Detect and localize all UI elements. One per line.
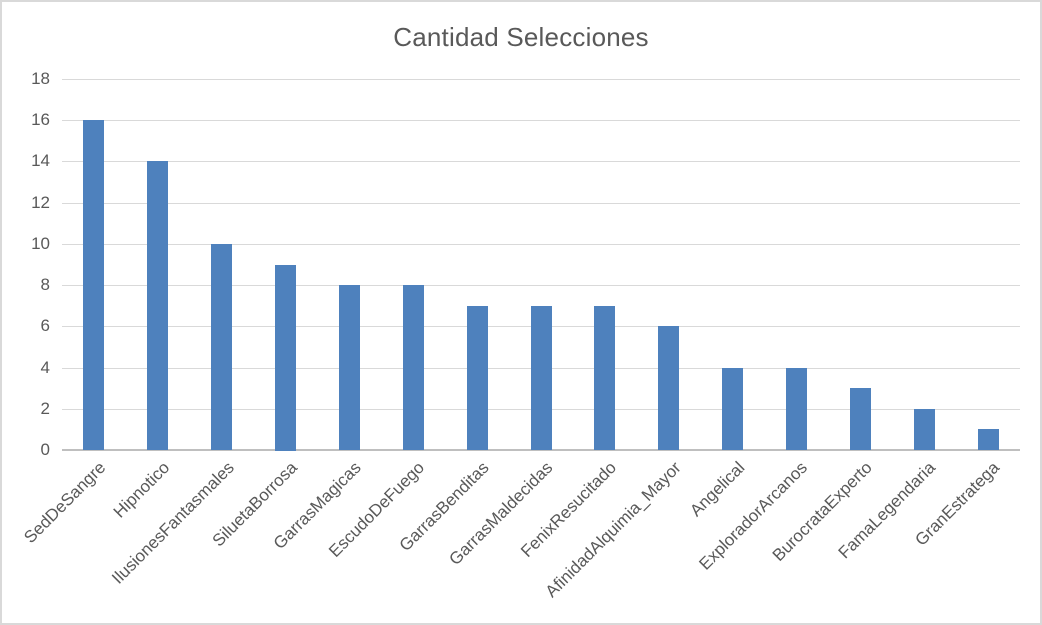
x-axis-label: Hipnotico: [109, 458, 174, 522]
bar: [658, 326, 679, 450]
bar: [594, 306, 615, 450]
x-axis-label: IlusionesFantasmales: [107, 458, 238, 588]
bar: [275, 265, 296, 451]
y-axis-label: 18: [31, 69, 50, 88]
bar: [403, 285, 424, 450]
bar: [978, 429, 999, 450]
y-axis-label: 0: [40, 440, 50, 459]
bar: [83, 120, 104, 450]
y-axis-label: 10: [31, 234, 50, 253]
bar: [211, 244, 232, 450]
y-axis-label: 16: [31, 110, 50, 129]
y-axis-label: 14: [31, 151, 50, 170]
chart-title: Cantidad Selecciones: [393, 22, 649, 52]
bar: [722, 368, 743, 450]
gridline: [62, 79, 1020, 80]
x-axis-label: SedDeSangre: [20, 458, 110, 547]
y-axis-label: 6: [40, 316, 50, 335]
y-axis-label: 8: [40, 275, 50, 294]
gridline: [62, 285, 1020, 286]
gridline: [62, 161, 1020, 162]
x-axis-line: [62, 449, 1020, 451]
bar: [914, 409, 935, 450]
gridline: [62, 203, 1020, 204]
bar: [147, 161, 168, 450]
x-axis-label: ExploradorArcanos: [695, 458, 812, 574]
y-axis-label: 12: [31, 193, 50, 212]
x-axis-label: Angelical: [686, 458, 749, 521]
y-axis-label: 4: [40, 358, 50, 377]
bar: [850, 388, 871, 450]
bar: [786, 368, 807, 450]
gridline: [62, 244, 1020, 245]
bar: [339, 285, 360, 450]
gridline: [62, 120, 1020, 121]
bar: [531, 306, 552, 450]
y-axis-label: 2: [40, 399, 50, 418]
bar: [467, 306, 488, 450]
